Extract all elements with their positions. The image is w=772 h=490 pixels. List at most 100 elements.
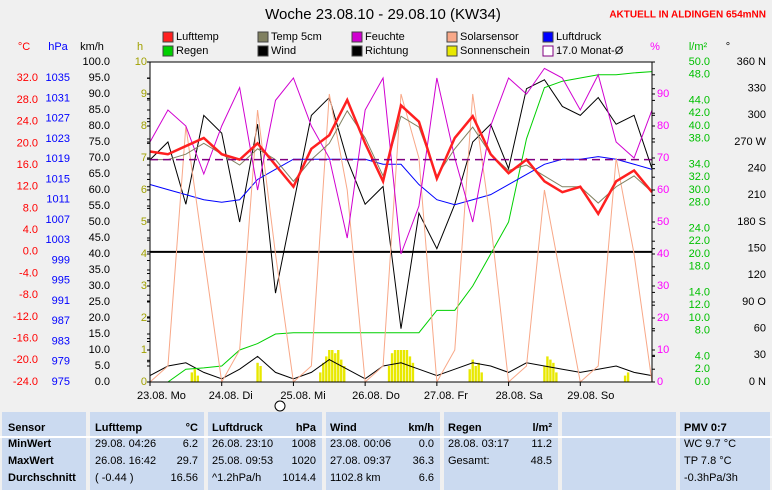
y-tick-label: 1027 [46,113,70,125]
y-tick-label: 360 N [737,56,766,68]
sunshine-bar [546,356,549,382]
table-cell: Regen [448,422,482,434]
legend-swatch [542,31,554,43]
y-tick-label: 50.0 [89,216,110,228]
y-tick-label: 48.0 [689,69,710,81]
x-tick-label: 29.08. So [567,390,614,402]
sunshine-bar [196,375,200,382]
legend-label: Feuchte [365,31,405,43]
sunshine-bar [393,350,397,382]
sunshine-bar [390,353,394,382]
series-line [149,355,653,380]
table-cell: km/h [408,422,434,434]
legend-label: Luftdruck [556,31,602,43]
table-cell: 26.08. 16:42 [95,455,156,467]
y-tick-label: 40 [657,248,669,260]
legend-label: Wind [271,45,296,57]
sunshine-bar [328,350,331,382]
y-tick-label: 991 [52,295,70,307]
cell-bg [2,412,86,490]
table-cell: MaxWert [8,455,54,467]
y-tick-label: 25.0 [89,296,110,308]
y-tick-label: 40.0 [89,248,110,260]
table-cell: PMV 0:7 [684,422,727,434]
y-tick-label: 24.0 [17,116,38,128]
y-tick-label: 1 [141,344,147,356]
y-tick-label: 38.0 [689,133,710,145]
sunshine-bar [337,350,340,382]
x-tick-label: 27.08. Fr [424,390,468,402]
y-tick-label: 5.0 [95,360,110,372]
series-line [149,96,653,217]
y-tick-label: 1023 [46,133,70,145]
table-cell: Durchschnitt [8,472,76,484]
axis-unit: km/h [80,41,104,53]
y-tick-label: 30 [754,349,766,361]
y-tick-label: 0.0 [95,376,110,388]
y-tick-label: 40.0 [689,120,710,132]
y-tick-label: 65.0 [89,168,110,180]
table-cell: 29.08. 04:26 [95,438,156,450]
y-tick-label: 30.0 [89,280,110,292]
cell-bg [562,412,676,490]
sunshine-bar [411,362,415,382]
sunshine-bar [471,359,474,382]
y-tick-label: 1019 [46,153,70,165]
table-cell: 6.2 [183,438,198,450]
y-tick-label: 12.0 [689,299,710,311]
table-cell: 16.56 [170,472,198,484]
table-cell: 25.08. 09:53 [212,455,273,467]
table-cell: Luftdruck [212,422,264,434]
table-cell: 36.3 [413,455,434,467]
y-tick-label: 16.0 [17,159,38,171]
y-tick-label: 30 [657,280,669,292]
table-cell: 0.0 [419,438,434,450]
y-tick-label: -20.0 [13,354,38,366]
sunshine-bar [477,362,480,382]
y-tick-label: 330 [748,83,766,95]
y-tick-label: 2.0 [695,363,710,375]
sunshine-bar [340,359,343,382]
y-tick-label: -4.0 [19,267,38,279]
y-tick-label: 7 [141,152,147,164]
legend-label: Regen [176,45,208,57]
series-line [149,67,653,255]
axis-unit: ° [726,41,730,53]
legend-swatch [162,45,174,57]
legend-label: 17.0 Monat-Ø [556,45,624,57]
y-tick-label: 0.0 [695,376,710,388]
y-tick-label: 1031 [46,92,70,104]
y-tick-label: 60.0 [89,184,110,196]
y-tick-label: 1003 [46,234,70,246]
y-tick-label: 28.0 [17,94,38,106]
legend-swatch [257,31,269,43]
table-cell: MinWert [8,438,52,450]
plot [149,67,653,384]
y-tick-label: 0.0 [23,246,38,258]
sunshine-bar [190,372,194,382]
y-tick-label: 50.0 [689,56,710,68]
y-tick-label: 240 [748,163,766,175]
table-cell: 29.7 [177,455,198,467]
table-cell: -0.3hPa/3h [684,472,738,484]
y-tick-label: 987 [52,315,70,327]
table-cell: Sensor [8,422,46,434]
cell-bg [326,412,440,490]
legend-swatch [257,45,269,57]
sunshine-bar [331,350,334,382]
y-tick-label: 150 [748,243,766,255]
y-tick-label: 10 [657,344,669,356]
y-tick-label: 35.0 [89,264,110,276]
y-tick-label: 4 [141,248,147,260]
legend-label: Solarsensor [460,31,519,43]
legend-swatch [351,45,363,57]
y-tick-label: 1035 [46,72,70,84]
y-tick-label: 95.0 [89,72,110,84]
y-tick-label: 10 [135,56,147,68]
scroll-knob[interactable] [274,400,286,412]
sunshine-bar [193,369,197,382]
sunshine-bar [474,366,477,382]
station-label: AKTUELL IN ALDINGEN 654mNN [609,10,766,21]
axis-unit: hPa [48,41,68,53]
legend-label: Temp 5cm [271,31,322,43]
